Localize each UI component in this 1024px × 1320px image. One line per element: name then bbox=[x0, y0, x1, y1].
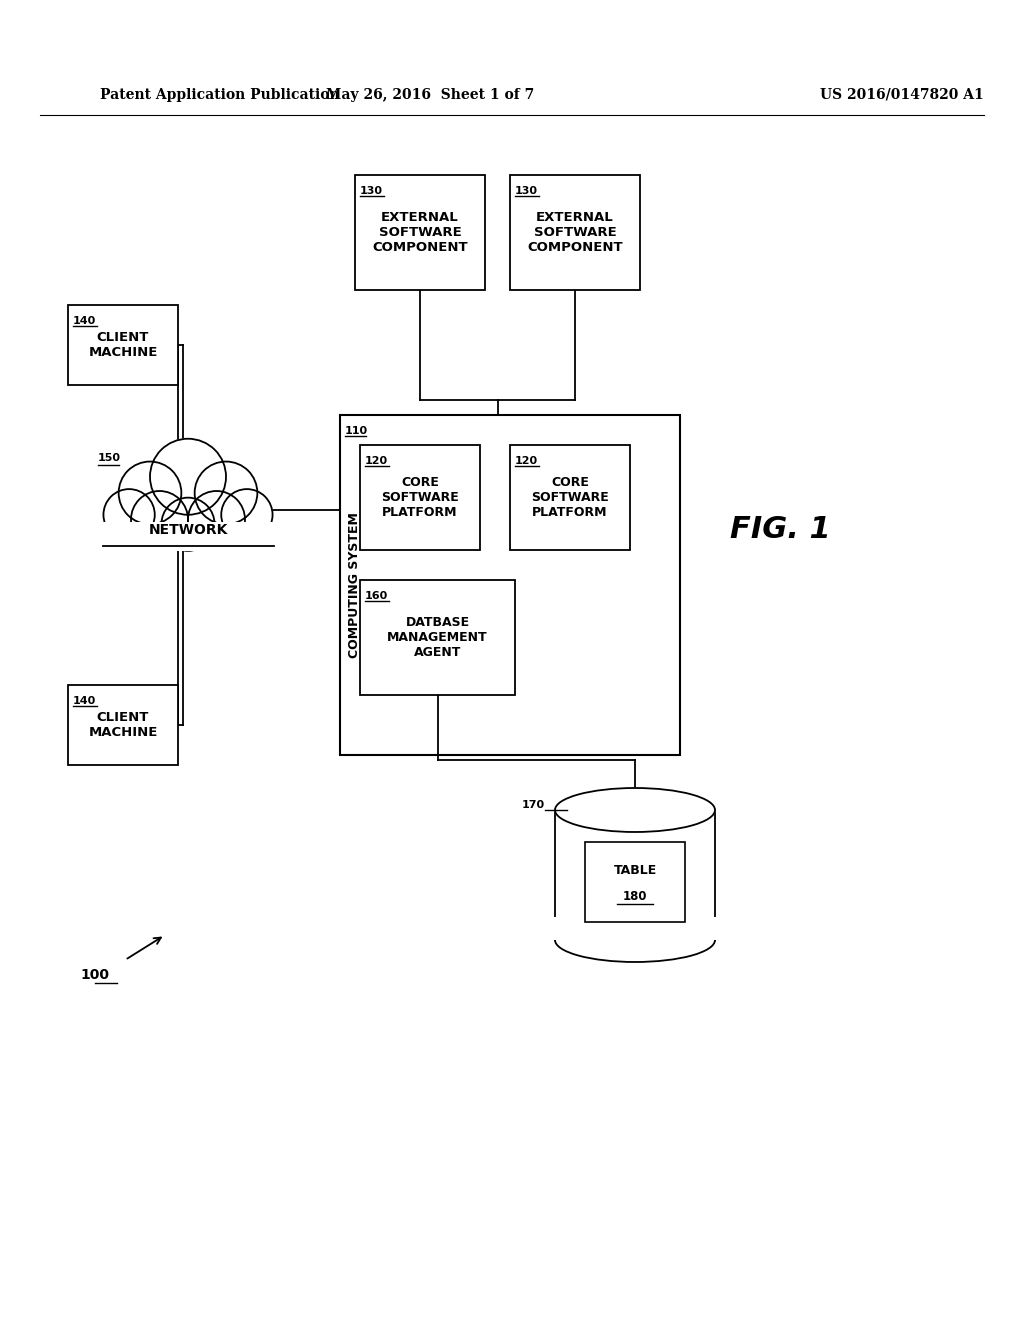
Circle shape bbox=[188, 491, 245, 548]
Text: COMPUTING SYSTEM: COMPUTING SYSTEM bbox=[347, 512, 360, 657]
Bar bbox=[360, 579, 515, 696]
Text: EXTERNAL
SOFTWARE
COMPONENT: EXTERNAL SOFTWARE COMPONENT bbox=[372, 211, 468, 253]
Text: May 26, 2016  Sheet 1 of 7: May 26, 2016 Sheet 1 of 7 bbox=[326, 88, 535, 102]
Text: 150: 150 bbox=[98, 453, 121, 463]
Bar bbox=[340, 414, 680, 755]
Bar bbox=[100, 523, 275, 550]
Text: CORE
SOFTWARE
PLATFORM: CORE SOFTWARE PLATFORM bbox=[531, 477, 609, 519]
Text: 100: 100 bbox=[81, 968, 110, 982]
Bar bbox=[510, 176, 640, 290]
Circle shape bbox=[119, 462, 181, 524]
Text: 140: 140 bbox=[73, 315, 96, 326]
Text: CLIENT
MACHINE: CLIENT MACHINE bbox=[88, 331, 158, 359]
Text: Patent Application Publication: Patent Application Publication bbox=[100, 88, 340, 102]
Circle shape bbox=[103, 490, 155, 540]
Circle shape bbox=[150, 438, 226, 515]
Bar bbox=[68, 305, 178, 385]
Text: 170: 170 bbox=[522, 800, 545, 810]
Text: 120: 120 bbox=[365, 455, 388, 466]
Bar bbox=[360, 445, 480, 550]
Circle shape bbox=[162, 498, 215, 550]
Text: TABLE: TABLE bbox=[613, 863, 656, 876]
Text: CLIENT
MACHINE: CLIENT MACHINE bbox=[88, 711, 158, 739]
Bar bbox=[553, 917, 717, 940]
Bar bbox=[355, 176, 485, 290]
Text: 180: 180 bbox=[623, 891, 647, 903]
Ellipse shape bbox=[555, 917, 715, 962]
Bar bbox=[68, 685, 178, 766]
Text: DATBASE
MANAGEMENT
AGENT: DATBASE MANAGEMENT AGENT bbox=[387, 616, 487, 659]
Text: 110: 110 bbox=[345, 426, 368, 436]
Bar bbox=[585, 842, 685, 921]
Text: 120: 120 bbox=[515, 455, 539, 466]
Ellipse shape bbox=[555, 788, 715, 832]
Text: EXTERNAL
SOFTWARE
COMPONENT: EXTERNAL SOFTWARE COMPONENT bbox=[527, 211, 623, 253]
Text: US 2016/0147820 A1: US 2016/0147820 A1 bbox=[820, 88, 984, 102]
Text: 130: 130 bbox=[515, 186, 538, 195]
Text: NETWORK: NETWORK bbox=[148, 523, 227, 537]
Text: CORE
SOFTWARE
PLATFORM: CORE SOFTWARE PLATFORM bbox=[381, 477, 459, 519]
Circle shape bbox=[221, 490, 272, 540]
Text: DATABASE: DATABASE bbox=[599, 875, 672, 888]
Text: 160: 160 bbox=[365, 591, 388, 601]
Circle shape bbox=[195, 462, 257, 524]
Text: FIG. 1: FIG. 1 bbox=[730, 516, 830, 544]
Bar bbox=[510, 445, 630, 550]
Text: 140: 140 bbox=[73, 696, 96, 706]
Circle shape bbox=[131, 491, 188, 548]
Text: 130: 130 bbox=[360, 186, 383, 195]
